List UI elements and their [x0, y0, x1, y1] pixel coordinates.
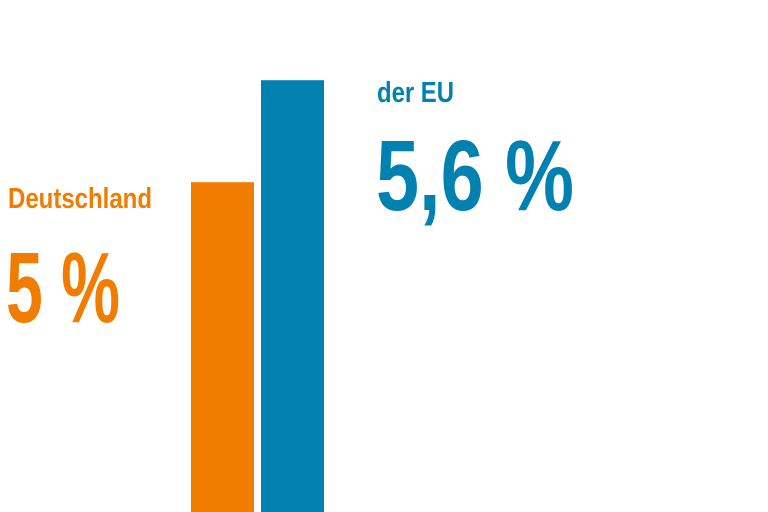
- value-label-deutschland: 5 %: [6, 232, 120, 344]
- bar-deutschland: [191, 182, 254, 512]
- value-label-eu: 5,6 %: [376, 120, 574, 232]
- category-label-deutschland: Deutschland: [8, 183, 152, 215]
- bar-eu: [261, 80, 324, 512]
- category-label-eu: der EU: [377, 77, 454, 109]
